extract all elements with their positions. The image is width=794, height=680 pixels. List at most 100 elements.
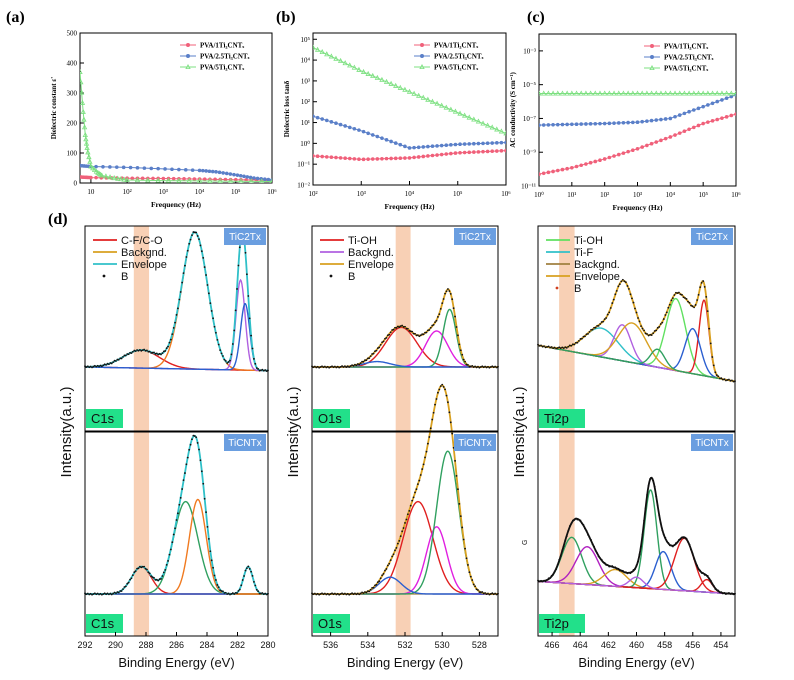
- legend-label-C1s-3: B: [121, 271, 128, 283]
- data-point-a-2-25: [115, 175, 121, 181]
- data-point-c-0-37: [710, 119, 715, 123]
- raw-data-dot-Ti2p-top-134: [638, 320, 641, 323]
- raw-data-dot-C1s-top-194: [220, 352, 223, 355]
- raw-data-dot-C1s-bottom-60: [126, 582, 129, 585]
- raw-data-dot-O1s-bottom-4: [313, 592, 316, 595]
- data-point-c-2-34: [695, 90, 702, 96]
- data-point-a-2-23: [107, 174, 113, 180]
- raw-data-dot-O1s-bottom-166: [429, 427, 432, 430]
- raw-data-dot-O1s-bottom-242: [484, 592, 487, 594]
- raw-data-dot-C1s-bottom-168: [202, 482, 205, 485]
- raw-data-dot-C1s-bottom-122: [169, 548, 172, 551]
- sample-badge-C1s-bottom: [224, 434, 266, 451]
- charts-layer: 10 10² 10³ 10⁴ 10⁵ 10⁶ 0 100 200 300 400 500 Frequen…: [50, 30, 741, 671]
- data-point-a-0-35: [233, 177, 238, 182]
- raw-data-dot-C1s-top-28: [103, 363, 106, 366]
- raw-data-dot-O1s-bottom-42: [341, 592, 343, 595]
- raw-data-dot-Ti2p-top-158: [656, 326, 659, 329]
- data-point-a-2-24: [111, 175, 117, 181]
- raw-data-dot-Ti2p-top-124: [631, 297, 633, 300]
- data-point-b-0-26: [430, 153, 435, 158]
- data-point-c-1-32: [687, 109, 691, 114]
- sample-badge-O1s-top: [454, 228, 496, 245]
- raw-data-dot-Ti2p-top-72: [591, 328, 594, 331]
- raw-data-dot-Ti2p-top-164: [661, 321, 664, 324]
- data-point-c-0-16: [612, 154, 616, 158]
- element-tag-O1s-bottom: [313, 614, 350, 633]
- raw-data-dot-O1s-bottom-168: [431, 418, 434, 421]
- raw-data-dot-O1s-top-180: [439, 307, 442, 310]
- raw-data-dot-Ti2p-bottom-108: [618, 569, 621, 572]
- raw-data-dot-Ti2p-top-44: [570, 344, 573, 347]
- raw-data-dot-Ti2p-top-128: [634, 307, 636, 310]
- component-peak-C1s-top-1: [84, 231, 269, 372]
- raw-data-dot-C1s-bottom-82: [141, 565, 144, 568]
- raw-data-dot-C1s-top-22: [99, 364, 102, 367]
- data-point-a-1-29: [224, 171, 229, 176]
- raw-data-dot-Ti2p-bottom-122: [629, 572, 632, 575]
- raw-data-dot-C1s-bottom-210: [231, 592, 234, 594]
- raw-data-dot-C1s-top-20: [98, 365, 100, 368]
- data-point-b-2-13: [370, 72, 376, 78]
- y-tick-label-a-1: 100: [67, 150, 78, 158]
- raw-data-dot-O1s-top-194: [449, 293, 452, 295]
- raw-data-dot-C1s-bottom-238: [251, 574, 254, 577]
- raw-data-dot-C1s-bottom-138: [181, 488, 184, 490]
- data-point-c-2-35: [700, 90, 706, 96]
- raw-data-dot-Ti2p-bottom-256: [731, 592, 733, 595]
- raw-data-dot-O1s-top-198: [452, 307, 455, 310]
- data-point-c-2-6: [564, 90, 570, 96]
- raw-data-dot-C1s-top-244: [255, 367, 258, 369]
- raw-data-dot-O1s-bottom-114: [392, 553, 395, 556]
- raw-data-dot-Ti2p-bottom-50: [574, 517, 577, 520]
- data-point-b-2-30: [448, 106, 454, 112]
- data-point-a-2-13: [87, 158, 93, 164]
- data-point-b-0-31: [453, 151, 458, 155]
- raw-data-dot-O1s-bottom-36: [336, 592, 339, 595]
- raw-data-dot-Ti2p-bottom-78: [596, 552, 598, 554]
- raw-data-dot-Ti2p-top-170: [665, 311, 668, 314]
- raw-data-dot-O1s-bottom-142: [412, 496, 415, 499]
- data-point-a-2-4: [80, 108, 86, 114]
- raw-data-dot-O1s-bottom-234: [478, 591, 481, 594]
- raw-data-dot-O1s-bottom-90: [375, 583, 378, 586]
- data-point-b-2-37: [480, 120, 486, 126]
- raw-data-dot-Ti2p-top-50: [574, 341, 577, 344]
- raw-data-dot-O1s-top-34: [335, 366, 338, 369]
- raw-data-dot-Ti2p-top-198: [687, 300, 689, 303]
- raw-data-dot-O1s-top-220: [468, 365, 471, 368]
- raw-data-dot-O1s-top-32: [333, 365, 336, 368]
- raw-data-dot-Ti2p-top-182: [675, 291, 677, 294]
- raw-data-dot-Ti2p-top-208: [694, 304, 697, 306]
- raw-data-dot-C1s-top-216: [236, 288, 238, 290]
- raw-data-dot-Ti2p-bottom-204: [691, 552, 694, 555]
- raw-data-dot-O1s-top-14: [321, 365, 323, 368]
- x-tick-label-b-2: 10⁴: [405, 190, 415, 198]
- raw-data-dot-Ti2p-top-68: [588, 330, 591, 333]
- raw-data-dot-O1s-bottom-164: [428, 436, 431, 438]
- data-point-b-0-39: [490, 149, 495, 154]
- data-point-c-0-39: [720, 116, 724, 120]
- raw-data-dot-O1s-top-252: [491, 365, 494, 368]
- raw-data-dot-O1s-bottom-180: [439, 385, 442, 388]
- x-tick-label-C1s-1: 290: [108, 640, 123, 650]
- raw-data-dot-O1s-top-132: [405, 327, 408, 330]
- raw-data-dot-O1s-top-200: [454, 315, 456, 318]
- data-point-c-0-22: [640, 145, 644, 149]
- raw-data-dot-C1s-top-228: [244, 251, 247, 254]
- data-point-a-1-32: [235, 173, 240, 177]
- raw-data-dot-Ti2p-top-212: [697, 293, 700, 296]
- component-peak-C1s-bottom-2: [85, 498, 268, 595]
- raw-data-dot-C1s-bottom-256: [264, 592, 267, 595]
- legend-label-O1s-2: Envelope: [348, 259, 394, 271]
- raw-data-dot-O1s-top-162: [426, 329, 429, 332]
- raw-data-dot-O1s-top-56: [351, 364, 353, 366]
- data-point-c-1-23: [645, 119, 649, 123]
- raw-data-dot-O1s-bottom-182: [441, 383, 444, 386]
- raw-data-dot-C1s-top-220: [238, 246, 241, 249]
- data-point-b-0-35: [472, 150, 476, 154]
- raw-data-dot-O1s-bottom-124: [399, 535, 402, 538]
- raw-data-dot-C1s-bottom-202: [226, 593, 229, 595]
- raw-data-dot-O1s-bottom-220: [468, 571, 471, 574]
